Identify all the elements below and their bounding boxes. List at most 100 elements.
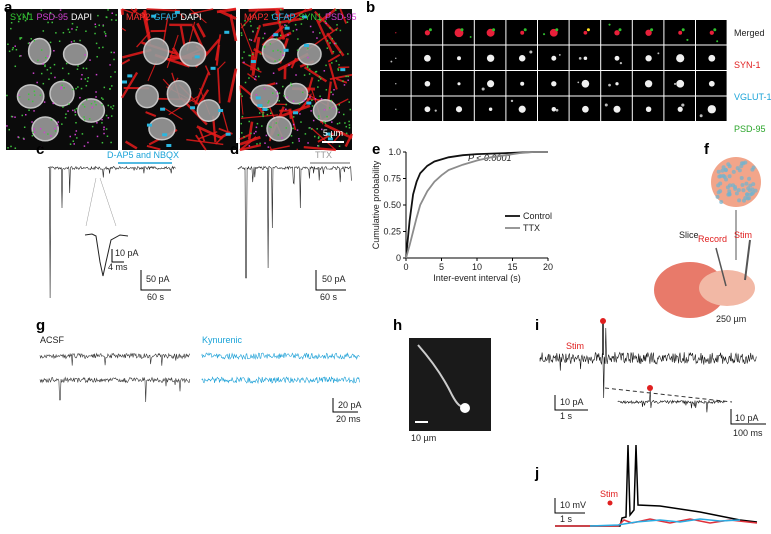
fiber	[239, 135, 261, 146]
puncta	[338, 64, 340, 66]
puncta	[77, 65, 79, 67]
puncta	[70, 41, 73, 43]
puncta	[68, 31, 71, 33]
puncta	[42, 30, 45, 32]
stain: DAPI	[71, 12, 92, 22]
puncta	[31, 135, 34, 137]
stim-dot	[647, 385, 653, 391]
puncta	[250, 39, 253, 41]
puncta	[285, 127, 288, 129]
puncta	[287, 34, 289, 36]
punctum	[583, 56, 588, 61]
punctum	[713, 28, 717, 32]
tile	[380, 71, 411, 96]
puncta	[296, 129, 299, 131]
puncta	[28, 109, 30, 111]
puncta	[97, 14, 99, 17]
puncta	[72, 140, 75, 142]
punctum	[707, 105, 716, 114]
fiber	[136, 31, 151, 48]
puncta	[295, 28, 298, 31]
gfap	[262, 107, 268, 111]
puncta	[323, 70, 326, 72]
fiber	[239, 144, 262, 152]
puncta	[24, 113, 27, 116]
gfap	[127, 74, 133, 78]
scale-label: 4 ms	[108, 262, 128, 272]
puncta	[31, 121, 33, 123]
puncta	[298, 137, 300, 140]
fiber	[144, 10, 149, 22]
puncta	[302, 91, 304, 94]
puncta	[290, 135, 293, 137]
fiber	[229, 14, 238, 42]
nucleus	[196, 99, 221, 122]
panel-label: g	[36, 317, 45, 334]
fiber	[179, 25, 186, 47]
puncta	[50, 119, 53, 121]
micrograph-content	[239, 7, 354, 152]
punctum	[523, 28, 527, 32]
puncta	[109, 64, 111, 66]
puncta	[338, 104, 341, 106]
puncta	[277, 134, 280, 136]
scale-bar	[140, 270, 171, 291]
puncta	[347, 75, 349, 78]
puncta	[107, 9, 109, 11]
puncta	[107, 104, 110, 107]
puncta	[339, 29, 342, 32]
puncta	[40, 49, 43, 51]
puncta	[333, 42, 336, 45]
puncta	[50, 135, 52, 137]
puncta	[312, 31, 314, 33]
puncta	[348, 120, 350, 123]
zoom-lines	[85, 177, 117, 227]
puncta	[47, 21, 49, 24]
punctum	[469, 36, 472, 38]
puncta	[74, 109, 76, 111]
puncta	[310, 128, 313, 130]
gfap	[224, 30, 230, 34]
gfap	[146, 123, 152, 127]
punctum	[457, 82, 461, 86]
puncta	[21, 114, 24, 117]
scale-label: 10 mV	[560, 500, 586, 510]
puncta	[348, 126, 351, 129]
nucleus	[297, 42, 322, 66]
trace	[539, 327, 757, 399]
puncta	[74, 114, 77, 116]
puncta	[20, 55, 22, 57]
puncta	[347, 79, 349, 81]
puncta	[100, 97, 103, 99]
puncta	[243, 136, 245, 138]
puncta	[61, 84, 63, 87]
puncta	[267, 102, 269, 104]
gfap	[255, 96, 261, 100]
puncta	[23, 126, 26, 129]
puncta	[317, 86, 319, 88]
fiber	[328, 63, 338, 90]
puncta	[111, 85, 113, 87]
panel-label: j	[534, 465, 539, 482]
puncta	[309, 96, 311, 98]
puncta	[54, 127, 56, 130]
puncta	[43, 101, 46, 103]
fiber	[251, 36, 261, 76]
puncta	[279, 21, 281, 23]
puncta	[307, 142, 309, 144]
puncta	[76, 68, 79, 70]
trace	[555, 444, 758, 527]
tile	[380, 96, 411, 121]
puncta	[83, 106, 86, 108]
puncta	[255, 94, 258, 96]
punctum	[520, 30, 525, 35]
fiber	[146, 144, 161, 151]
cell	[719, 199, 724, 204]
puncta	[262, 115, 264, 118]
cell	[731, 183, 736, 188]
fiber	[303, 66, 328, 83]
y-tick-label: 0.75	[383, 174, 401, 184]
fiber	[317, 132, 334, 143]
puncta	[40, 9, 43, 12]
fiber	[248, 7, 284, 12]
